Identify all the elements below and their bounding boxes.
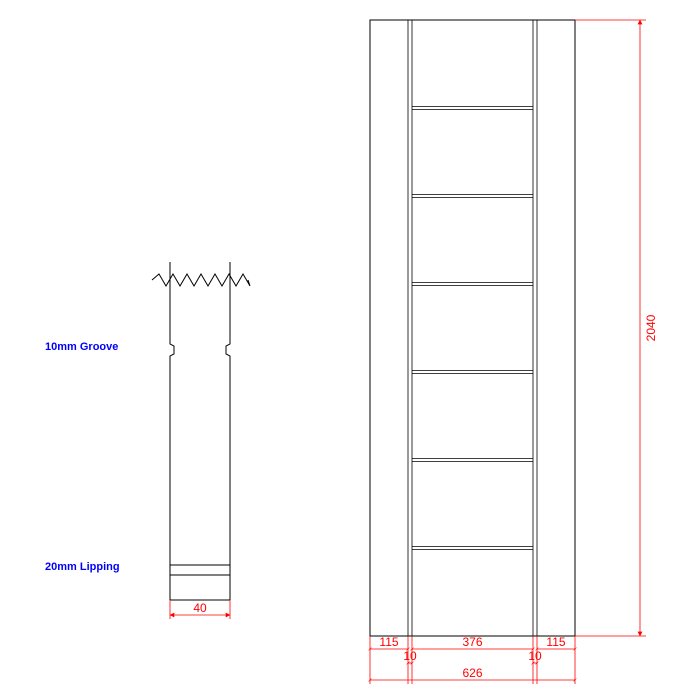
dim-groove-left-label: 10 xyxy=(403,649,417,663)
dim-stile-left-label: 115 xyxy=(379,635,398,649)
technical-drawing: 2040 115 376 115 10 10 626 40 10mm Groove 20mm L… xyxy=(0,0,700,700)
break-line xyxy=(152,274,250,286)
section-right xyxy=(226,280,230,600)
note-lipping: 20mm Lipping xyxy=(45,561,120,573)
dim-section-width-label: 40 xyxy=(193,601,207,615)
section-left xyxy=(170,280,174,600)
door-elevation xyxy=(370,20,575,636)
door-section xyxy=(152,262,250,600)
door-outline xyxy=(370,20,575,636)
dim-total-width-label: 626 xyxy=(462,666,482,680)
note-groove: 10mm Groove xyxy=(45,341,118,353)
dim-groove-right-label: 10 xyxy=(528,649,542,663)
dim-center-label: 376 xyxy=(462,635,482,649)
dim-height-label: 2040 xyxy=(644,314,658,341)
dim-stile-right-label: 115 xyxy=(546,635,565,649)
notes-group: 10mm Groove 20mm Lipping xyxy=(45,341,120,573)
